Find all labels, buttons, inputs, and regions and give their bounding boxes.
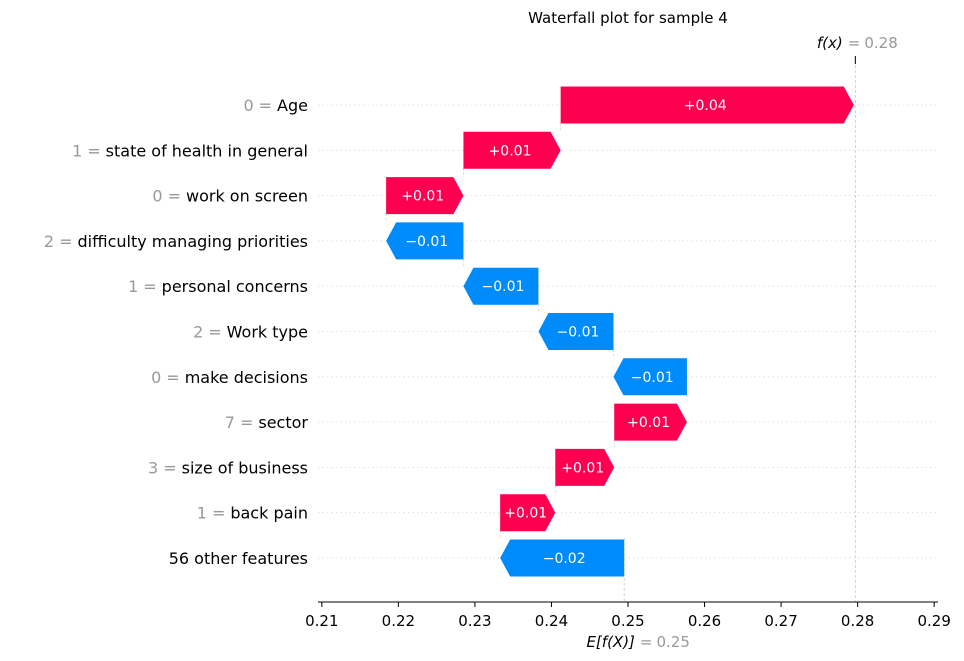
feature-label: 1 = personal concerns (128, 277, 308, 296)
equals-sign: = (259, 96, 272, 115)
feature-name: size of business (182, 458, 308, 477)
bar-value-label: +0.01 (504, 506, 547, 522)
equals-sign: = (208, 323, 221, 342)
feature-value: 0 (152, 187, 162, 206)
x-tick-label: 0.24 (535, 612, 568, 630)
positive-bar (463, 131, 561, 169)
feature-name: back pain (230, 504, 308, 523)
feature-name: 56 other features (169, 549, 308, 568)
equals-sign: = (212, 504, 225, 523)
feature-name: state of health in general (106, 141, 308, 160)
bar-value-label: +0.01 (561, 460, 604, 476)
fx-annotation: f(x) = 0.28 (817, 34, 898, 64)
negative-bar (613, 358, 687, 396)
feature-name: work on screen (186, 187, 308, 206)
bar-value-label: −0.01 (405, 234, 448, 250)
x-axis: 0.21 0.22 0.23 0.24 0.25 0.26 0.27 0.28 0.29 (305, 601, 951, 630)
negative-bar (463, 267, 539, 305)
x-tick-label: 0.26 (688, 612, 721, 630)
negative-bar (500, 539, 625, 577)
equals-sign: = (240, 413, 253, 432)
bar-value-label: +0.01 (401, 189, 444, 205)
feature-labels: 0 = Age 1 = state of health in general 0 = work … (44, 96, 309, 568)
equals-sign: = (166, 368, 179, 387)
feature-name: difficulty managing priorities (78, 232, 309, 251)
feature-value: 2 (193, 323, 203, 342)
bar-value-label: −0.02 (543, 551, 586, 567)
feature-value: 1 (72, 141, 82, 160)
fx-equals: = (848, 34, 861, 52)
feature-label: 0 = make decisions (151, 368, 308, 387)
feature-label: 7 = sector (225, 413, 309, 432)
reference-lines (623, 60, 856, 602)
feature-label: 56 other features (169, 549, 308, 568)
positive-bar (555, 448, 615, 486)
x-tick-label: 0.23 (458, 612, 491, 630)
x-tick-label: 0.22 (382, 612, 415, 630)
feature-label: 0 = Age (243, 96, 308, 115)
feature-label: 1 = state of health in general (72, 141, 308, 160)
feature-name: personal concerns (162, 277, 308, 296)
expected-value-annotation: E[f(X)] = 0.25 (586, 633, 689, 651)
equals-sign: = (87, 141, 100, 160)
feature-value: 3 (148, 458, 158, 477)
feature-label: 0 = work on screen (152, 187, 308, 206)
fx-value: 0.28 (864, 34, 897, 52)
feature-name: Work type (227, 323, 308, 342)
x-tick-label: 0.21 (305, 612, 338, 630)
feature-value: 7 (225, 413, 235, 432)
x-tick-label: 0.25 (611, 612, 644, 630)
feature-value: 1 (197, 504, 207, 523)
positive-bar (500, 494, 556, 532)
fx-symbol: f(x) (817, 34, 843, 52)
expected-value: 0.25 (656, 633, 689, 651)
x-tick-label: 0.28 (841, 612, 874, 630)
feature-label: 2 = difficulty managing priorities (44, 232, 308, 251)
bar-value-label: +0.01 (489, 143, 532, 159)
x-tick-label: 0.29 (917, 612, 950, 630)
feature-value: 2 (44, 232, 54, 251)
feature-label: 1 = back pain (197, 504, 308, 523)
feature-name: make decisions (185, 368, 308, 387)
fx-label: f(x) = 0.28 (817, 34, 898, 52)
equals-sign: = (59, 232, 72, 251)
positive-bar (386, 177, 464, 215)
feature-name: Age (277, 96, 308, 115)
expected-equals: = (640, 633, 653, 651)
equals-sign: = (168, 187, 181, 206)
feature-value: 0 (151, 368, 161, 387)
bar-value-label: +0.04 (684, 98, 727, 114)
negative-bar (538, 313, 614, 350)
feature-name: sector (258, 413, 308, 432)
bars: +0.04 +0.01 +0.01 −0.01 −0.01 −0.01 −0.01 +0.01… (386, 86, 854, 577)
bar-value-label: −0.01 (556, 325, 599, 341)
chart-title: Waterfall plot for sample 4 (528, 9, 728, 27)
expected-symbol: E[f(X)] (586, 633, 635, 651)
negative-bar (386, 222, 464, 260)
feature-value: 1 (128, 277, 138, 296)
equals-sign: = (163, 458, 176, 477)
expected-value-label: E[f(X)] = 0.25 (586, 633, 689, 651)
positive-bar (614, 403, 687, 441)
feature-value: 0 (243, 96, 253, 115)
feature-label: 3 = size of business (148, 458, 308, 477)
row-gridlines (318, 104, 938, 559)
equals-sign: = (143, 277, 156, 296)
bar-value-label: −0.01 (481, 279, 524, 295)
x-tick-label: 0.27 (764, 612, 797, 630)
positive-bar (560, 86, 854, 124)
bar-value-label: −0.01 (631, 370, 674, 386)
bar-value-label: +0.01 (627, 415, 670, 431)
feature-label: 2 = Work type (193, 323, 308, 342)
